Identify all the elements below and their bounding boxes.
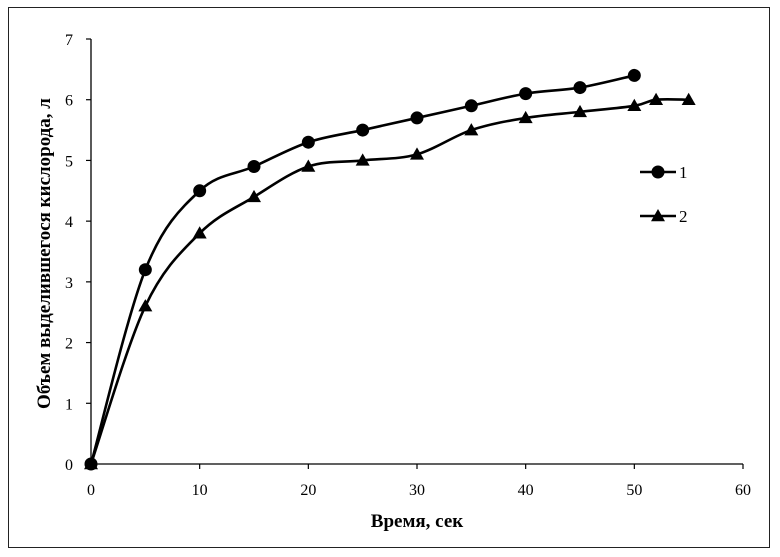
legend-entry-2: 2 [640, 207, 688, 226]
y-tick-label: 1 [65, 396, 73, 413]
x-tick-label: 60 [735, 482, 751, 499]
y-tick-label: 7 [65, 32, 73, 49]
x-tick-label: 40 [518, 482, 534, 499]
y-tick-label: 2 [65, 336, 73, 353]
data-point-series-1 [411, 111, 424, 124]
x-axis-title: Время, сек [371, 511, 463, 532]
y-tick-label: 6 [65, 93, 73, 110]
legend-label: 2 [679, 207, 688, 226]
data-point-series-1 [193, 184, 206, 197]
y-tick-label: 4 [65, 214, 73, 231]
x-tick-label: 10 [192, 482, 208, 499]
x-tick-label: 30 [409, 482, 425, 499]
data-point-series-1 [465, 99, 478, 112]
legend: 12 [640, 163, 688, 226]
data-point-series-1 [628, 69, 641, 82]
data-point-series-1 [139, 263, 152, 276]
series-line-2 [91, 99, 689, 464]
series-2 [84, 93, 696, 470]
x-tick-label: 50 [626, 482, 642, 499]
data-point-series-1 [574, 81, 587, 94]
data-point-series-2 [247, 190, 261, 202]
y-tick-label: 0 [65, 457, 73, 474]
legend-marker-circle [652, 166, 665, 179]
data-point-series-1 [519, 87, 532, 100]
y-tick-label: 5 [65, 153, 73, 170]
data-point-series-1 [248, 160, 261, 173]
series-layer [84, 69, 696, 471]
x-tick-label: 20 [300, 482, 316, 499]
y-tick-label: 3 [65, 275, 73, 292]
legend-label: 1 [679, 163, 688, 182]
data-point-series-1 [302, 136, 315, 149]
data-point-series-2 [138, 299, 152, 311]
y-axis-title: Объем выделившегося кислорода, л [34, 98, 55, 409]
legend-entry-1: 1 [640, 163, 688, 182]
x-tick-label: 0 [87, 482, 95, 499]
data-point-series-1 [356, 124, 369, 137]
